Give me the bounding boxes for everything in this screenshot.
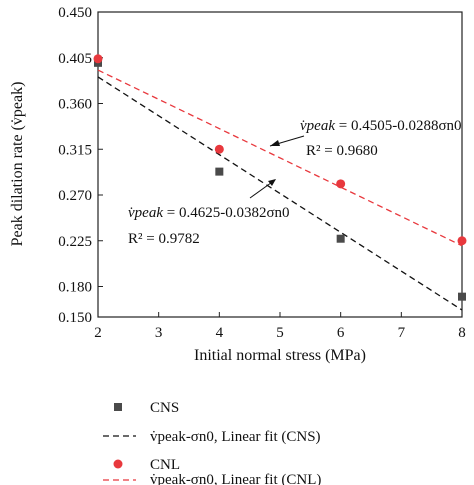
point-cns [458, 292, 466, 301]
annotation-cns-r2: R² = 0.9782 [128, 231, 200, 247]
y-axis-ticks: 0.150 0.180 0.225 0.270 0.315 0.360 0.405 0.450 [58, 5, 103, 326]
y-tick-label: 0.315 [58, 142, 92, 158]
y-tick-label: 0.180 [58, 280, 92, 296]
point-cnl [93, 54, 103, 64]
legend-label-cns-fit: v̇peak-σn0, Linear fit (CNS) [150, 429, 321, 445]
legend-label-cnl: CNL [150, 457, 180, 473]
x-tick-label: 7 [398, 325, 406, 341]
x-tick-label: 4 [216, 325, 224, 341]
annotation-cnl-equation: v̇peak = 0.4505-0.0288σn0 [300, 118, 462, 134]
legend-label-cns: CNS [150, 400, 179, 416]
plot-frame [97, 11, 463, 318]
y-axis-title: Peak dilation rate (v̇peak) [9, 82, 26, 247]
legend-marker-cns [114, 403, 122, 411]
fit-line-cnl [97, 69, 463, 247]
annotation-cns: v̇peak = 0.4625-0.0382σn0 R² = 0.9782 [128, 179, 290, 247]
fit-lines [97, 69, 463, 311]
annotation-cnl: v̇peak = 0.4505-0.0288σn0 R² = 0.9680 [269, 118, 462, 159]
point-cns [336, 234, 345, 243]
annotation-cns-equation: v̇peak = 0.4625-0.0382σn0 [128, 205, 290, 221]
x-axis-ticks: 2 3 4 5 6 7 8 [94, 312, 466, 341]
annotation-cns-arrowhead [268, 179, 276, 186]
x-axis-title: Initial normal stress (MPa) [194, 347, 366, 364]
y-tick-label: 0.150 [58, 310, 92, 326]
fit-line-cns [97, 76, 463, 311]
point-cnl [214, 144, 224, 154]
legend: CNS v̇peak-σn0, Linear fit (CNS) CNL v̇p… [103, 400, 321, 485]
y-tick-label: 0.405 [58, 51, 92, 67]
point-cnl [336, 179, 346, 189]
y-tick-label: 0.270 [58, 188, 92, 204]
x-tick-label: 3 [155, 325, 163, 341]
y-tick-label: 0.225 [58, 234, 92, 250]
x-tick-label: 6 [337, 325, 345, 341]
x-tick-label: 2 [94, 325, 102, 341]
point-cnl [457, 236, 467, 246]
legend-marker-cnl [113, 459, 123, 469]
data-points [93, 54, 467, 301]
legend-label-cnl-fit: v̇peak-σn0, Linear fit (CNL) [150, 472, 321, 485]
x-tick-label: 8 [458, 325, 466, 341]
annotation-cnl-arrowhead [270, 140, 280, 146]
annotation-cnl-r2: R² = 0.9680 [306, 143, 378, 159]
point-cns [215, 167, 224, 176]
y-tick-label: 0.360 [58, 97, 92, 113]
x-tick-label: 5 [276, 325, 284, 341]
y-tick-label: 0.450 [58, 5, 92, 21]
